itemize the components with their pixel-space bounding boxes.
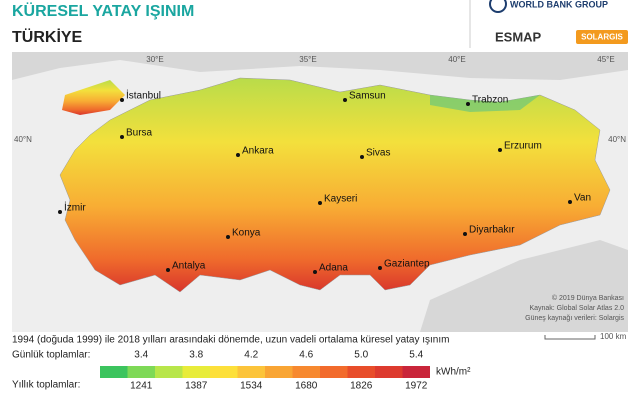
annual-value: 1241 (130, 381, 153, 392)
legend-swatch (100, 366, 128, 378)
city-label: Bursa (126, 128, 153, 139)
city-dot (313, 270, 317, 274)
legend-swatch (127, 366, 155, 378)
graticule-label: 45°E (597, 55, 614, 64)
turkey (59, 77, 611, 293)
city-dot (120, 98, 124, 102)
city-label: İstanbul (126, 89, 161, 102)
city-label: Erzurum (504, 141, 542, 152)
daily-value: 3.4 (134, 350, 148, 361)
city-label: Ankara (242, 146, 274, 157)
daily-value: 5.0 (354, 350, 368, 361)
city-label: Trabzon (472, 95, 508, 106)
city-label: Adana (319, 263, 348, 274)
legend-swatch (402, 366, 430, 378)
annual-value: 1826 (350, 381, 373, 392)
title: KÜRESEL YATAY IŞINIM (12, 1, 194, 20)
city-label: Van (574, 193, 591, 204)
graticule-label: 40°E (448, 55, 465, 64)
neighbors (420, 240, 628, 332)
city-dot (498, 148, 502, 152)
city-dot (360, 155, 364, 159)
city-label: Gaziantep (384, 259, 430, 270)
annual-label: Yıllık toplamlar: (12, 380, 80, 391)
credit: Güneş kaynağı verileri: Solargis (525, 315, 624, 322)
legend-swatch (237, 366, 265, 378)
annual-value: 1387 (185, 381, 208, 392)
city-dot (463, 232, 467, 236)
graticule-label: 40°N (14, 135, 32, 144)
logo-bg (576, 30, 628, 44)
city-dot (58, 210, 62, 214)
annual-value: 1534 (240, 381, 263, 392)
logo-worldbank: WORLD BANK GROUP (510, 0, 608, 9)
city-dot (120, 135, 124, 139)
legend-swatch (320, 366, 348, 378)
city-label: Kayseri (324, 194, 357, 205)
legend-swatch (182, 366, 210, 378)
scale-bar (544, 335, 596, 340)
city-dot (236, 153, 240, 157)
city-dot (466, 102, 470, 106)
daily-label: Günlük toplamlar: (12, 350, 90, 361)
legend-swatch (265, 366, 293, 378)
city-dot (318, 201, 322, 205)
city-dot (166, 268, 170, 272)
logo-icon (489, 0, 507, 13)
city-dot (343, 98, 347, 102)
legend-swatch (375, 366, 403, 378)
logo-esmap: ESMAP (495, 29, 542, 44)
credit: © 2019 Dünya Bankası (552, 294, 624, 302)
daily-value: 3.8 (189, 350, 203, 361)
graticule-label: 35°E (299, 55, 316, 64)
daily-value: 5.4 (409, 350, 423, 361)
graticule-label: 30°E (146, 55, 163, 64)
daily-value: 4.2 (244, 350, 258, 361)
logo-solargis: SOLARGIS (581, 33, 623, 42)
scale-label: 100 km (600, 332, 627, 341)
legend-caption: 1994 (doğuda 1999) ile 2018 yılları aras… (12, 335, 449, 346)
legend-swatch (292, 366, 320, 378)
city-label: Antalya (172, 261, 206, 272)
city-label: Sivas (366, 148, 390, 159)
annual-value: 1972 (405, 381, 428, 392)
city-label: Samsun (349, 91, 386, 102)
neighbors (12, 52, 628, 80)
legend-swatch (210, 366, 238, 378)
city-label: Diyarbakır (469, 225, 515, 236)
black-sea-coast (430, 95, 540, 112)
city-dot (568, 200, 572, 204)
legend-swatch (155, 366, 183, 378)
city-dot (226, 235, 230, 239)
annual-value: 1680 (295, 381, 318, 392)
thrace (62, 80, 125, 115)
credit: Kaynak: Global Solar Atlas 2.0 (529, 305, 624, 312)
city-dot (378, 266, 382, 270)
city-label: İzmir (64, 201, 86, 214)
unit: kWh/m² (436, 367, 471, 378)
legend-swatch (347, 366, 375, 378)
subtitle: TÜRKİYE (12, 27, 83, 46)
graticule-label: 40°N (608, 135, 626, 144)
city-label: Konya (232, 228, 261, 239)
daily-value: 4.6 (299, 350, 313, 361)
